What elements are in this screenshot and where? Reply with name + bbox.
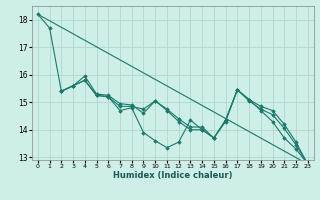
X-axis label: Humidex (Indice chaleur): Humidex (Indice chaleur) (113, 171, 233, 180)
